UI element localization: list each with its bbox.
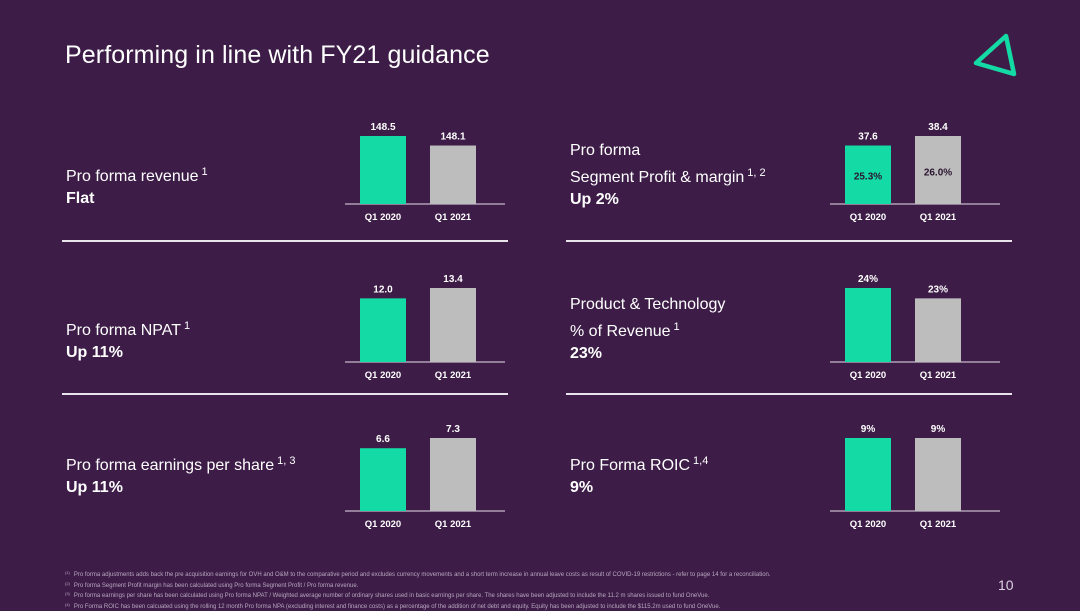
bar [430, 145, 476, 204]
metric-label: Pro forma [570, 142, 641, 159]
category-label: Q1 2021 [435, 212, 472, 223]
footnote-number: (1) [65, 570, 70, 575]
footnote-number: (2) [65, 580, 70, 586]
bar [915, 298, 961, 362]
metric-value: Up 2% [570, 191, 619, 208]
footnote-ref: 1 [201, 166, 208, 178]
footnote-text: Pro forma adjustments adds back the pre … [73, 572, 771, 578]
section-divider [62, 393, 508, 395]
bar-chart-eps: 6.6 Q1 2020 7.3 Q1 2021 [345, 424, 505, 530]
metric-value: Flat [66, 190, 95, 207]
data-label: 9% [931, 424, 946, 435]
footnote-ref: 1,4 [693, 455, 709, 467]
metric-value: Up 11% [66, 479, 123, 496]
metric-label-2: % of Revenue [570, 323, 671, 340]
bar [360, 298, 406, 362]
tilted-triangle-logo-icon [973, 33, 1017, 77]
data-label: 6.6 [376, 434, 390, 445]
metric-label: Pro forma revenue [66, 168, 199, 185]
footnote-ref: 1, 3 [277, 455, 296, 467]
metric-value: 9% [570, 479, 594, 496]
bar [430, 288, 476, 362]
metric-value: 23% [570, 345, 603, 362]
category-label: Q1 2020 [365, 370, 401, 381]
data-label: 24% [858, 274, 878, 285]
section-divider [62, 240, 508, 242]
bar-chart-product-tech: 24% Q1 2020 23% Q1 2021 [830, 274, 1000, 381]
metric-value: Up 11% [66, 344, 123, 361]
metric-label: Pro forma NPAT [66, 322, 181, 339]
bar [360, 136, 406, 204]
category-label: Q1 2021 [920, 212, 957, 223]
metric-label-2: Segment Profit & margin [570, 169, 745, 186]
category-label: Q1 2020 [850, 212, 886, 223]
data-label: 13.4 [443, 274, 463, 285]
footnote-ref: 1, 2 [747, 167, 766, 179]
metric-label: Pro Forma ROIC [570, 457, 691, 474]
metric-eps: Pro forma earnings per share 1, 3 Up 11% [66, 450, 295, 499]
footnote-text: Pro forma earnings per share has been ca… [73, 593, 710, 600]
footnote: (3) Pro forma earnings per share has been… [65, 590, 945, 601]
footnote: (4) Pro Forma ROIC has been calcuated usi… [65, 601, 945, 611]
bar-chart-segment-profit: 37.6 25.3% Q1 2020 38.4 26.0% Q1 2021 [830, 122, 1000, 223]
metric-label: Product & Technology [570, 296, 726, 313]
bar [430, 438, 476, 511]
footnote-ref: 1 [673, 321, 680, 333]
category-label: Q1 2020 [365, 519, 401, 530]
data-label: 9% [861, 424, 876, 435]
category-label: Q1 2021 [435, 519, 472, 530]
category-label: Q1 2020 [365, 212, 401, 223]
data-label: 12.0 [373, 284, 393, 295]
data-label: 148.5 [370, 122, 395, 133]
metric-label: Pro forma earnings per share [66, 457, 275, 474]
footnote-ref: 1 [183, 320, 191, 332]
bar [845, 288, 891, 362]
bar-chart-roic: 9% Q1 2020 9% Q1 2021 [830, 424, 1000, 530]
section-divider [566, 393, 1012, 395]
data-label: 37.6 [858, 132, 878, 143]
margin-label: 26.0% [924, 167, 952, 178]
footnote: (2) Pro forma Segment Profit margin has b… [65, 580, 945, 591]
bar [915, 438, 961, 511]
section-divider [566, 240, 1012, 242]
category-label: Q1 2021 [920, 370, 957, 381]
bar [845, 438, 891, 511]
category-label: Q1 2021 [920, 519, 957, 530]
bar [360, 448, 406, 511]
bar-chart-npat: 12.0 Q1 2020 13.4 Q1 2021 [345, 274, 505, 381]
metric-npat: Pro forma NPAT 1 Up 11% [66, 315, 190, 364]
page-number: 10 [998, 577, 1014, 593]
category-label: Q1 2021 [435, 370, 472, 381]
metric-product-tech: Product & Technology % of Revenue 1 23% [570, 294, 725, 365]
bar [915, 136, 961, 204]
margin-label: 25.3% [854, 171, 882, 182]
data-label: 38.4 [928, 122, 948, 133]
data-label: 7.3 [446, 424, 460, 435]
metric-segment-profit: Pro forma Segment Profit & margin 1, 2 Up… [570, 140, 766, 211]
data-label: 23% [928, 284, 948, 295]
metric-revenue: Pro forma revenue 1 Flat [66, 161, 208, 210]
footnote: (1) Pro forma adjustments adds back the p… [65, 569, 945, 580]
bar-chart-revenue: 148.5 Q1 2020 148.1 Q1 2021 [345, 122, 505, 223]
footnote-text: Pro forma Segment Profit margin has been… [73, 582, 359, 589]
page-title: Performing in line with FY21 guidance [65, 41, 490, 69]
footnote-number: (3) [65, 591, 70, 597]
metric-roic: Pro Forma ROIC 1,4 9% [570, 450, 708, 499]
footnote-text: Pro Forma ROIC has been calcuated using … [73, 603, 721, 610]
footnotes: (1) Pro forma adjustments adds back the p… [65, 569, 945, 611]
bar [845, 145, 891, 204]
category-label: Q1 2020 [850, 370, 886, 381]
footnote-number: (4) [65, 601, 70, 607]
data-label: 148.1 [440, 132, 465, 143]
category-label: Q1 2020 [850, 519, 886, 530]
